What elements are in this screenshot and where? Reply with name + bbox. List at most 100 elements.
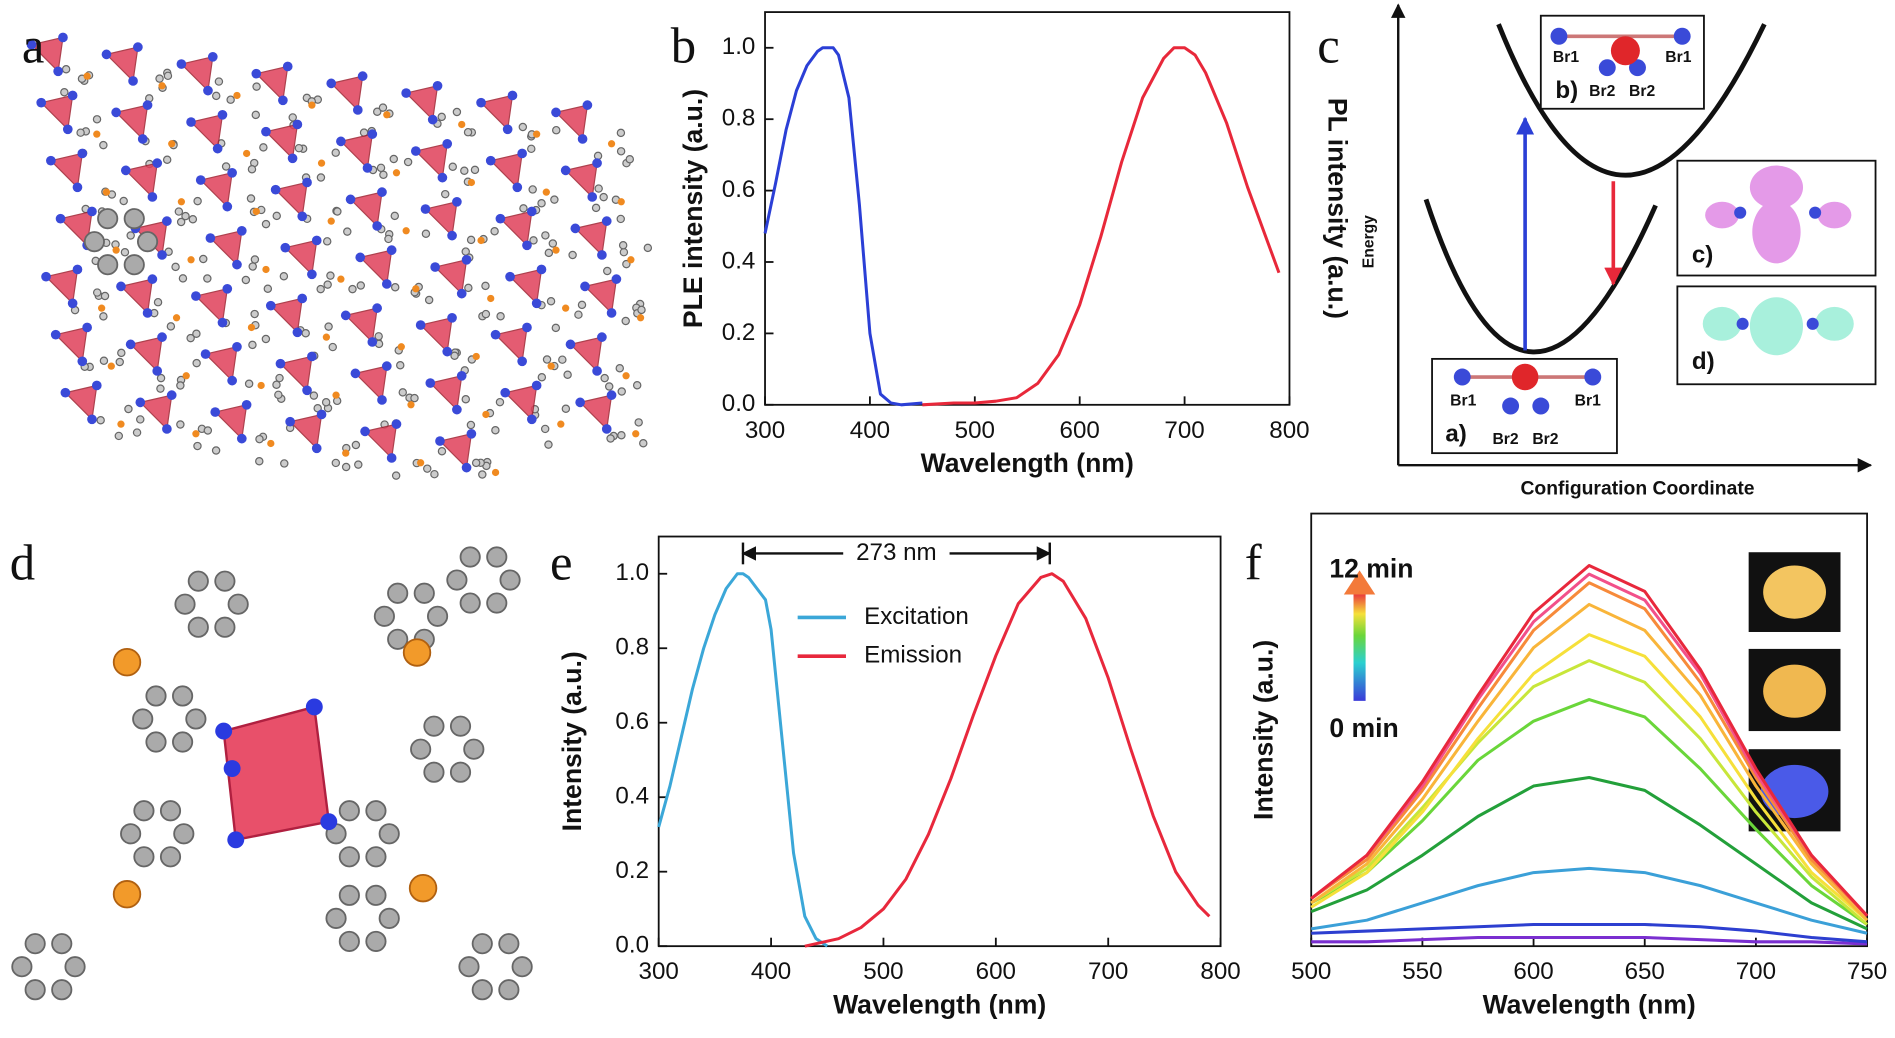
bromine [87,414,97,425]
tetrahedron [274,181,308,218]
carbon [591,203,601,213]
bromine [135,397,146,408]
orbital [1749,297,1804,356]
atom [1532,397,1550,415]
tetrahedron [105,46,139,83]
carbon [324,322,333,331]
data-line [1310,602,1869,922]
carbon [387,628,409,650]
carbon [463,738,485,760]
x-tick-label: 500 [1291,958,1331,985]
bromine [307,269,317,280]
carbon [499,569,521,591]
phosphorus [562,304,570,312]
carbon [577,300,587,310]
phosphorus [491,468,500,477]
carbon [423,761,445,783]
carbon [261,334,271,344]
carbon [478,470,487,479]
carbon [156,373,166,383]
y-axis-label: Intensity (a.u.) [1248,640,1278,820]
y-axis-label: PLE intensity (a.u.) [678,89,708,328]
carbon [551,323,561,333]
bromine [176,59,187,69]
carbon [391,471,401,480]
tetrahedron [508,268,543,305]
bromine [282,61,293,72]
bromine [570,223,581,234]
carbon [248,340,257,350]
bromine [560,165,571,176]
carbon [338,930,360,952]
phosphorus [552,246,560,254]
carbon [604,382,614,391]
y2-axis-label: PL intensity (a.u.) [1322,98,1352,319]
bromine [580,281,590,292]
tetrahedron [59,210,93,247]
bromine [452,196,462,207]
carbon [96,415,105,425]
carbon [100,291,110,301]
bromine [207,51,218,62]
carbon [115,357,124,367]
bromine [601,216,612,226]
carbon [124,404,133,414]
panel-label: e [550,535,573,591]
tetrahedron [204,346,238,382]
bromine [592,158,602,168]
bromine [367,337,378,347]
bromine [476,97,486,108]
bromine [166,390,177,400]
carbon [250,309,259,319]
tetrahedron [494,326,528,363]
legend-label: Excitation [864,603,969,630]
carbon [188,215,198,224]
bromine [72,264,83,275]
phosphorus [342,449,350,457]
carbon [486,546,508,568]
carbon [618,241,628,250]
bromine [517,148,527,159]
bromine [461,254,472,265]
carbon [527,144,536,154]
carbon [460,166,469,175]
carbon [430,469,439,479]
carbon [92,115,102,124]
carbon [145,685,167,707]
carbon [519,204,528,213]
carbon [622,259,631,269]
carbon [114,431,124,441]
carbon [481,309,491,319]
bromine [157,332,167,342]
carbon [97,208,119,230]
y-tick-label: 0.2 [615,857,649,884]
data-line [1310,659,1869,926]
atom-label: Br2 [1532,431,1558,448]
tetrahedron [54,326,88,363]
phosphorus [636,314,645,322]
phosphorus [168,140,176,148]
carbon [616,128,626,138]
data-line [804,572,1211,948]
bromine [601,424,612,434]
bromine [111,107,121,118]
carbon [351,440,361,450]
carbon [159,846,182,868]
phosphorus [262,265,270,274]
carbon [459,546,481,568]
carbon [272,380,281,390]
carbon [365,884,387,906]
phosphorus [247,323,256,332]
carbon [437,112,446,122]
carbon [176,217,186,227]
bromine [512,182,523,193]
phosphorus [112,246,120,254]
tetrahedron [129,336,163,373]
carbon [461,394,471,404]
bromine [410,146,421,156]
carbon [518,122,528,132]
carbon [424,295,434,305]
carbon [123,208,145,230]
carbon [563,370,572,380]
tetrahedron [139,394,173,431]
